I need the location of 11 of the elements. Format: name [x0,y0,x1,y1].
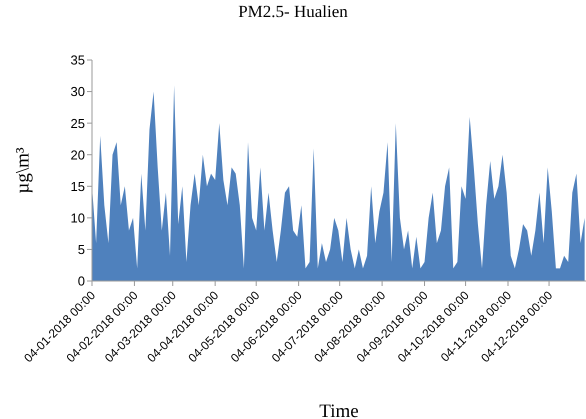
y-axis-title: µg\m³ [12,147,34,194]
y-tick-label: 20 [70,147,85,162]
y-tick-label: 10 [70,210,85,226]
y-tick-label: 25 [70,116,85,131]
y-tick-label: 5 [78,242,85,258]
y-tick-label: 0 [78,274,85,289]
x-axis-title: Time [319,401,359,419]
y-tick-label: 15 [70,178,85,194]
chart-title: PM2.5- Hualien [237,2,349,22]
y-tick-label: 30 [70,84,85,100]
y-tick-label: 35 [70,52,85,68]
